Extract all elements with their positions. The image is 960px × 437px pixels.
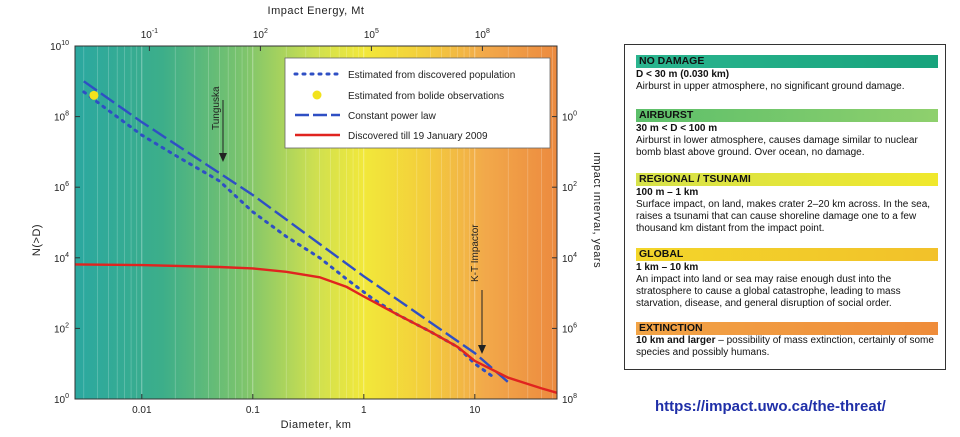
legend-label-discovered-population: Estimated from discovered population xyxy=(348,70,515,81)
series-layer xyxy=(74,80,558,394)
kt-arrowhead xyxy=(478,345,486,354)
chart-legend: Estimated from discovered population Est… xyxy=(284,57,551,149)
tunguska-label: Tunguska xyxy=(211,86,222,130)
y-tick-label: 108 xyxy=(54,111,69,124)
category-airburst-range: 30 m < D < 100 m xyxy=(636,123,718,134)
category-global-desc: An impact into land or sea may raise eno… xyxy=(636,274,901,309)
category-extinction-title: EXTINCTION xyxy=(636,322,938,335)
x-tick-label: 0.1 xyxy=(246,405,260,416)
category-extinction: EXTINCTION 10 km and larger – possibilit… xyxy=(636,322,938,359)
damage-categories-panel: NO DAMAGE D < 30 m (0.030 km) Airburst i… xyxy=(624,44,946,370)
top-tick-label: 102 xyxy=(253,28,268,41)
y-tick-label: 102 xyxy=(54,322,69,335)
tunguska-annotation: Tunguska xyxy=(211,86,227,162)
right-tick-label: 102 xyxy=(562,181,577,194)
category-regional-tsunami-title: REGIONAL / TSUNAMI xyxy=(636,173,938,186)
top-axis-title: Impact Energy, Mt xyxy=(268,5,365,17)
category-airburst-title: AIRBURST xyxy=(636,109,938,122)
x-tick-label: 1 xyxy=(361,405,367,416)
x-tick-label: 10 xyxy=(469,405,481,416)
y-tick-label: 100 xyxy=(54,393,69,406)
category-regional-tsunami-desc: Surface impact, on land, makes crater 2–… xyxy=(636,199,931,234)
category-airburst-desc: Airburst in lower atmosphere, causes dam… xyxy=(636,135,918,158)
grid-lines xyxy=(83,46,553,399)
top-tick-label: 108 xyxy=(475,28,490,41)
x-axis-title: Diameter, km xyxy=(281,419,352,431)
kt-annotation: K-T Impactor xyxy=(470,224,486,354)
legend-label-discovered-till: Discovered till 19 January 2009 xyxy=(348,131,488,142)
source-link[interactable]: https://impact.uwo.ca/the-threat/ xyxy=(655,398,886,415)
right-axis-title: Impact Interval, years xyxy=(591,152,600,268)
category-extinction-range: 10 km and larger xyxy=(636,335,716,346)
legend-label-bolide: Estimated from bolide observations xyxy=(348,91,504,102)
category-no-damage-range: D < 30 m (0.030 km) xyxy=(636,69,730,80)
plot-frame xyxy=(74,45,558,400)
series-marker-bolide xyxy=(89,90,99,100)
category-no-damage: NO DAMAGE D < 30 m (0.030 km) Airburst i… xyxy=(636,55,938,93)
legend-label-power-law: Constant power law xyxy=(348,111,437,122)
tick-layer: 0.01 0.1 1 10 100 102 104 106 108 1010 10-1 102 105 1… xyxy=(50,28,577,416)
series-line-power-law xyxy=(83,80,509,384)
category-global-range: 1 km – 10 km xyxy=(636,262,699,273)
y-tick-label: 106 xyxy=(54,181,69,194)
y-tick-label: 104 xyxy=(54,252,69,265)
top-tick-label: 10-1 xyxy=(141,28,158,41)
y-tick-label: 1010 xyxy=(50,40,69,53)
right-tick-label: 106 xyxy=(562,322,577,335)
legend-swatch-marker xyxy=(312,90,322,100)
category-airburst: AIRBURST 30 m < D < 100 m Airburst in lo… xyxy=(636,109,938,159)
category-regional-tsunami-range: 100 m – 1 km xyxy=(636,187,699,198)
right-tick-label: 108 xyxy=(562,393,577,406)
right-tick-label: 104 xyxy=(562,252,577,265)
category-global: GLOBAL 1 km – 10 km An impact into land … xyxy=(636,248,938,310)
series-line-discovered-population xyxy=(82,90,496,380)
y-axis-title: N(>D) xyxy=(31,224,43,256)
right-tick-label: 100 xyxy=(562,111,577,124)
top-tick-label: 105 xyxy=(364,28,379,41)
impact-frequency-chart: 0.01 0.1 1 10 100 102 104 106 108 1010 10-1 102 105 1… xyxy=(31,5,600,431)
kt-label: K-T Impactor xyxy=(470,224,481,282)
x-tick-label: 0.01 xyxy=(132,405,152,416)
category-no-damage-desc: Airburst in upper atmosphere, no signifi… xyxy=(636,81,905,92)
category-global-title: GLOBAL xyxy=(636,248,938,261)
category-no-damage-title: NO DAMAGE xyxy=(636,55,938,68)
category-extinction-range-rest: – possibility of mass extinction, certai… xyxy=(636,335,934,358)
tunguska-arrowhead xyxy=(219,153,227,162)
series-line-discovered-till xyxy=(74,263,558,394)
category-extinction-desc: 10 km and larger – possibility of mass e… xyxy=(636,335,938,359)
category-regional-tsunami: REGIONAL / TSUNAMI 100 m – 1 km Surface … xyxy=(636,173,938,235)
